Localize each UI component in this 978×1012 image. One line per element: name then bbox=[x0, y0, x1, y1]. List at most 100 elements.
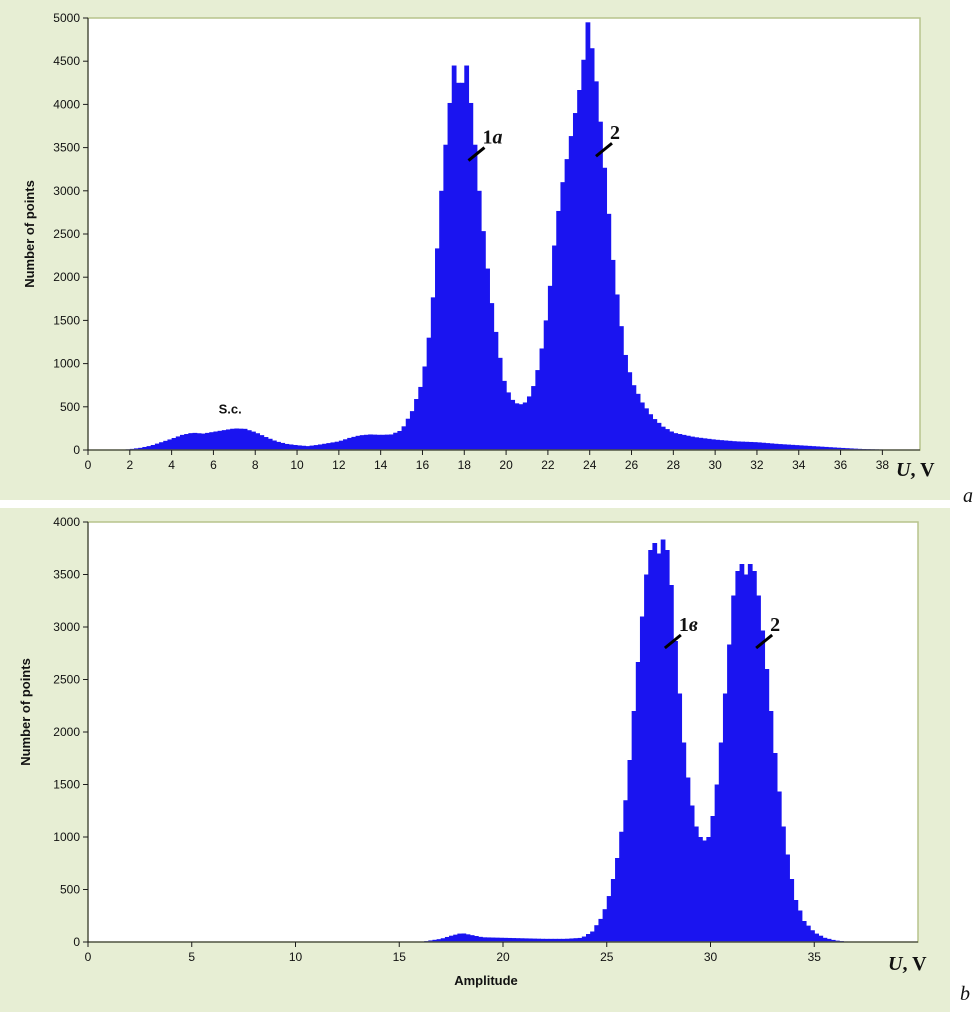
panel-a-bar bbox=[363, 434, 369, 450]
panel-a-bar bbox=[589, 48, 595, 451]
panel-b-bar bbox=[635, 662, 641, 942]
panel-a-bar bbox=[660, 426, 666, 450]
panel-a-x-tick-label: 28 bbox=[667, 458, 681, 472]
panel-b-bar bbox=[818, 935, 824, 942]
panel-b-bar bbox=[536, 938, 541, 942]
panel-a-bar bbox=[309, 445, 315, 450]
panel-a-bar bbox=[439, 190, 444, 451]
panel-a-bar bbox=[288, 444, 294, 450]
panel-a-bar bbox=[493, 331, 499, 450]
panel-a-bar bbox=[263, 437, 269, 450]
panel-b-bar bbox=[677, 693, 683, 942]
panel-a-y-tick-label: 1500 bbox=[53, 313, 80, 327]
panel-a-bar bbox=[531, 386, 536, 450]
panel-a-bar bbox=[171, 437, 177, 450]
panel-b-y-tick-label: 4000 bbox=[53, 515, 80, 529]
panel-a-y-tick-label: 500 bbox=[60, 400, 80, 414]
panel-b-bar bbox=[602, 909, 608, 942]
panel-b-bar bbox=[681, 742, 687, 942]
panel-b-x-tick-label: 25 bbox=[600, 950, 614, 964]
panel-a-bar bbox=[159, 442, 164, 450]
panel-b-bar bbox=[764, 669, 770, 942]
panel-b-x-tick-label: 20 bbox=[496, 950, 510, 964]
panel-b-bar bbox=[469, 935, 475, 942]
panel-a-bar bbox=[330, 442, 336, 450]
panel-a-bar bbox=[736, 441, 741, 450]
panel-b-bar bbox=[660, 539, 666, 942]
panel-a-y-tick-label: 5000 bbox=[53, 11, 80, 25]
panel-a-bar bbox=[460, 82, 465, 451]
panel-a-bars bbox=[121, 22, 892, 451]
panel-b-bar bbox=[606, 896, 612, 942]
panel-a-bar bbox=[481, 231, 486, 450]
panel-b-y-tick-label: 3500 bbox=[53, 568, 80, 582]
panel-a-y-tick-label: 1000 bbox=[53, 357, 80, 371]
panel-a-bar bbox=[606, 213, 612, 450]
panel-a-bar bbox=[313, 445, 319, 450]
panel-a-bar bbox=[150, 444, 156, 450]
panel-b-bar bbox=[503, 937, 508, 942]
panel-b-bar bbox=[627, 760, 633, 942]
panel-a-bar bbox=[238, 428, 244, 450]
panel-a-bar bbox=[464, 65, 470, 451]
panel-a-bar bbox=[435, 248, 440, 450]
panel-a-bar bbox=[271, 440, 277, 450]
panel-b-bar bbox=[805, 925, 811, 942]
panel-a-bar bbox=[414, 399, 419, 450]
panel-a-bar bbox=[297, 445, 302, 450]
panel-a-peak-leader bbox=[467, 146, 486, 162]
panel-b-bar bbox=[594, 925, 600, 942]
panel-b-bar bbox=[747, 564, 753, 942]
panel-a-y-tick-label: 2500 bbox=[53, 227, 80, 241]
panel-a-y-axis-label: Number of points bbox=[22, 180, 37, 288]
panel-a-x-tick-label: 2 bbox=[126, 458, 133, 472]
panel-b-bar bbox=[789, 879, 795, 942]
panel-b-y-axis-label: Number of points bbox=[18, 658, 33, 766]
panel-a-bar bbox=[209, 432, 215, 450]
panel-a-bar bbox=[522, 402, 528, 450]
panel-a-bar bbox=[234, 428, 240, 450]
panel-a-bar bbox=[836, 447, 842, 450]
panel-b-bar bbox=[644, 574, 649, 942]
panel-b-bar bbox=[527, 938, 533, 942]
panel-b-y-tick-label: 3000 bbox=[53, 620, 80, 634]
panel-b-peak-leader bbox=[755, 633, 774, 650]
panel-a-bar bbox=[146, 446, 152, 450]
panel-b-bar bbox=[710, 816, 716, 942]
panel-a-bar bbox=[677, 434, 683, 450]
panel-a-peak-label: 1a bbox=[482, 127, 502, 149]
panel-b-bar bbox=[781, 826, 786, 942]
panel-a-bar bbox=[752, 442, 758, 450]
panel-a-bar bbox=[723, 440, 729, 450]
panel-b-unit-symbol: U bbox=[888, 953, 904, 975]
panel-b-bar bbox=[569, 938, 575, 942]
panel-a-unit-rest: , V bbox=[910, 459, 935, 481]
panel-b-bar bbox=[727, 644, 732, 942]
panel-b-bar bbox=[461, 933, 467, 942]
panel-a-x-tick-label: 6 bbox=[210, 458, 217, 472]
panel-b-bar bbox=[573, 938, 579, 942]
panel-b-bar bbox=[440, 938, 446, 942]
chart-panel-b: 0 500 1000 1500 2000 2500 3000 3500 4000 0 5 10 15 2… bbox=[0, 508, 950, 1012]
panel-a-x-tick-label: 16 bbox=[416, 458, 430, 472]
panel-b-bar bbox=[428, 940, 434, 942]
panel-a-x-tick-label: 20 bbox=[499, 458, 513, 472]
panel-b-annotations: 1в 2 bbox=[663, 614, 780, 650]
panel-b-bar bbox=[706, 837, 712, 942]
panel-a-bar bbox=[251, 431, 256, 450]
panel-b-bars bbox=[420, 539, 857, 942]
panel-a-bar bbox=[715, 439, 720, 450]
panel-b-bar bbox=[826, 938, 832, 942]
panel-a-bar bbox=[476, 190, 482, 451]
panel-a-bar bbox=[368, 434, 373, 450]
panel-a-bar bbox=[673, 433, 679, 450]
panel-a-bar bbox=[338, 440, 344, 450]
panel-a-bar bbox=[347, 437, 352, 450]
panel-a-bar bbox=[635, 393, 641, 450]
panel-a-bar bbox=[547, 285, 553, 450]
panel-b-y-tick-label: 1000 bbox=[53, 830, 80, 844]
panel-b-bar bbox=[664, 550, 670, 942]
panel-a-bar bbox=[681, 434, 687, 450]
panel-a-x-tick-label: 22 bbox=[541, 458, 555, 472]
